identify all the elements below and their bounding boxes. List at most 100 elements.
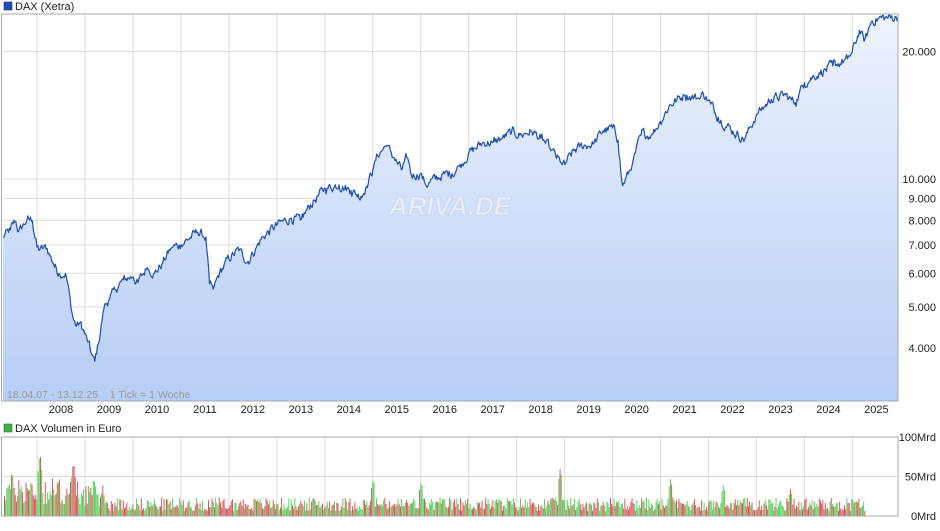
volume-bar <box>121 509 123 516</box>
volume-bar <box>215 497 217 516</box>
volume-bar <box>628 509 629 516</box>
volume-bar <box>576 506 578 516</box>
volume-bar <box>170 509 172 516</box>
volume-bar <box>718 506 719 516</box>
volume-bar <box>654 509 656 516</box>
volume-bar <box>216 503 218 516</box>
volume-bar <box>236 510 238 516</box>
volume-bar <box>660 509 662 516</box>
volume-bar <box>247 505 249 516</box>
volume-bar <box>354 502 356 516</box>
volume-bar <box>421 485 423 516</box>
volume-bar <box>475 509 477 516</box>
volume-bar <box>725 507 727 516</box>
volume-bar <box>667 498 669 516</box>
volume-bar <box>245 503 247 516</box>
volume-bar <box>383 500 385 516</box>
volume-bar <box>325 505 327 516</box>
volume-bar <box>289 510 291 516</box>
volume-bar <box>301 503 303 516</box>
volume-bar <box>268 504 269 516</box>
volume-bar <box>697 507 699 516</box>
volume-bar <box>173 506 175 516</box>
volume-bar <box>635 510 637 516</box>
volume-bar <box>187 502 189 516</box>
volume-bar <box>590 504 592 516</box>
volume-bar <box>52 478 53 516</box>
volume-bar <box>211 498 213 516</box>
volume-bar <box>415 508 417 516</box>
volume-bar <box>545 508 547 516</box>
volume-bar <box>689 506 691 516</box>
volume-bar <box>640 507 641 516</box>
volume-bar <box>822 499 824 516</box>
volume-bar <box>581 510 583 516</box>
volume-bar <box>142 509 143 516</box>
year-tick-label: 2023 <box>768 404 792 416</box>
volume-bar <box>42 493 44 516</box>
volume-bar <box>592 510 593 516</box>
volume-bar <box>830 498 832 516</box>
price-y-tick-label: 7.000 <box>908 240 936 252</box>
volume-bar <box>638 504 640 516</box>
volume-bar <box>793 498 795 516</box>
volume-bar <box>847 503 849 516</box>
volume-bar <box>491 505 493 516</box>
volume-bar <box>683 503 685 516</box>
volume-bar <box>295 506 297 516</box>
volume-bars <box>4 457 866 516</box>
year-tick-label: 2018 <box>528 404 552 416</box>
volume-bar <box>44 482 46 516</box>
volume-bar <box>240 501 242 516</box>
volume-bar <box>378 505 380 516</box>
volume-bar <box>122 500 124 516</box>
volume-bar <box>655 501 657 516</box>
time-x-axis: 2008 2009 2010 2011 2012 2013 2014 2015 2016 2017… <box>49 404 889 416</box>
volume-bar <box>550 499 551 516</box>
volume-bar <box>770 503 772 516</box>
volume-bar <box>466 503 467 516</box>
volume-bar <box>791 493 793 516</box>
volume-bar <box>715 501 717 516</box>
volume-bar <box>757 507 759 516</box>
volume-bar <box>150 502 152 516</box>
volume-bar <box>272 500 274 516</box>
volume-bar <box>138 505 140 516</box>
volume-bar <box>644 508 646 516</box>
volume-bar <box>460 498 461 516</box>
volume-bar <box>140 497 142 516</box>
volume-bar <box>49 491 51 516</box>
price-y-tick-label: 10.000 <box>902 174 936 186</box>
volume-bar <box>815 507 817 516</box>
volume-bar <box>812 508 814 516</box>
volume-bar <box>130 510 131 516</box>
volume-bar <box>232 499 233 516</box>
volume-bar <box>83 489 85 516</box>
volume-bar <box>154 499 155 516</box>
volume-bar <box>436 501 437 516</box>
volume-bar <box>558 478 560 516</box>
volume-bar <box>20 486 22 516</box>
volume-bar <box>820 500 821 516</box>
volume-bar <box>276 503 278 516</box>
volume-bar <box>409 504 411 516</box>
volume-bar <box>840 508 842 516</box>
volume-bar <box>102 485 104 516</box>
volume-bar <box>7 486 9 516</box>
volume-bar <box>712 509 713 516</box>
volume-frame-rect <box>1 436 899 517</box>
volume-bar <box>422 498 424 516</box>
volume-bar <box>701 500 703 516</box>
volume-bar <box>336 502 338 516</box>
volume-bar <box>526 507 527 516</box>
volume-bar <box>790 488 791 516</box>
volume-bar <box>320 505 322 516</box>
volume-bar <box>817 506 819 516</box>
volume-bar <box>688 506 689 516</box>
volume-bar <box>391 505 393 516</box>
volume-bar <box>680 503 682 516</box>
volume-bar <box>571 505 573 516</box>
volume-bar <box>406 500 407 516</box>
volume-bar <box>623 508 625 516</box>
volume-bar <box>11 474 13 516</box>
